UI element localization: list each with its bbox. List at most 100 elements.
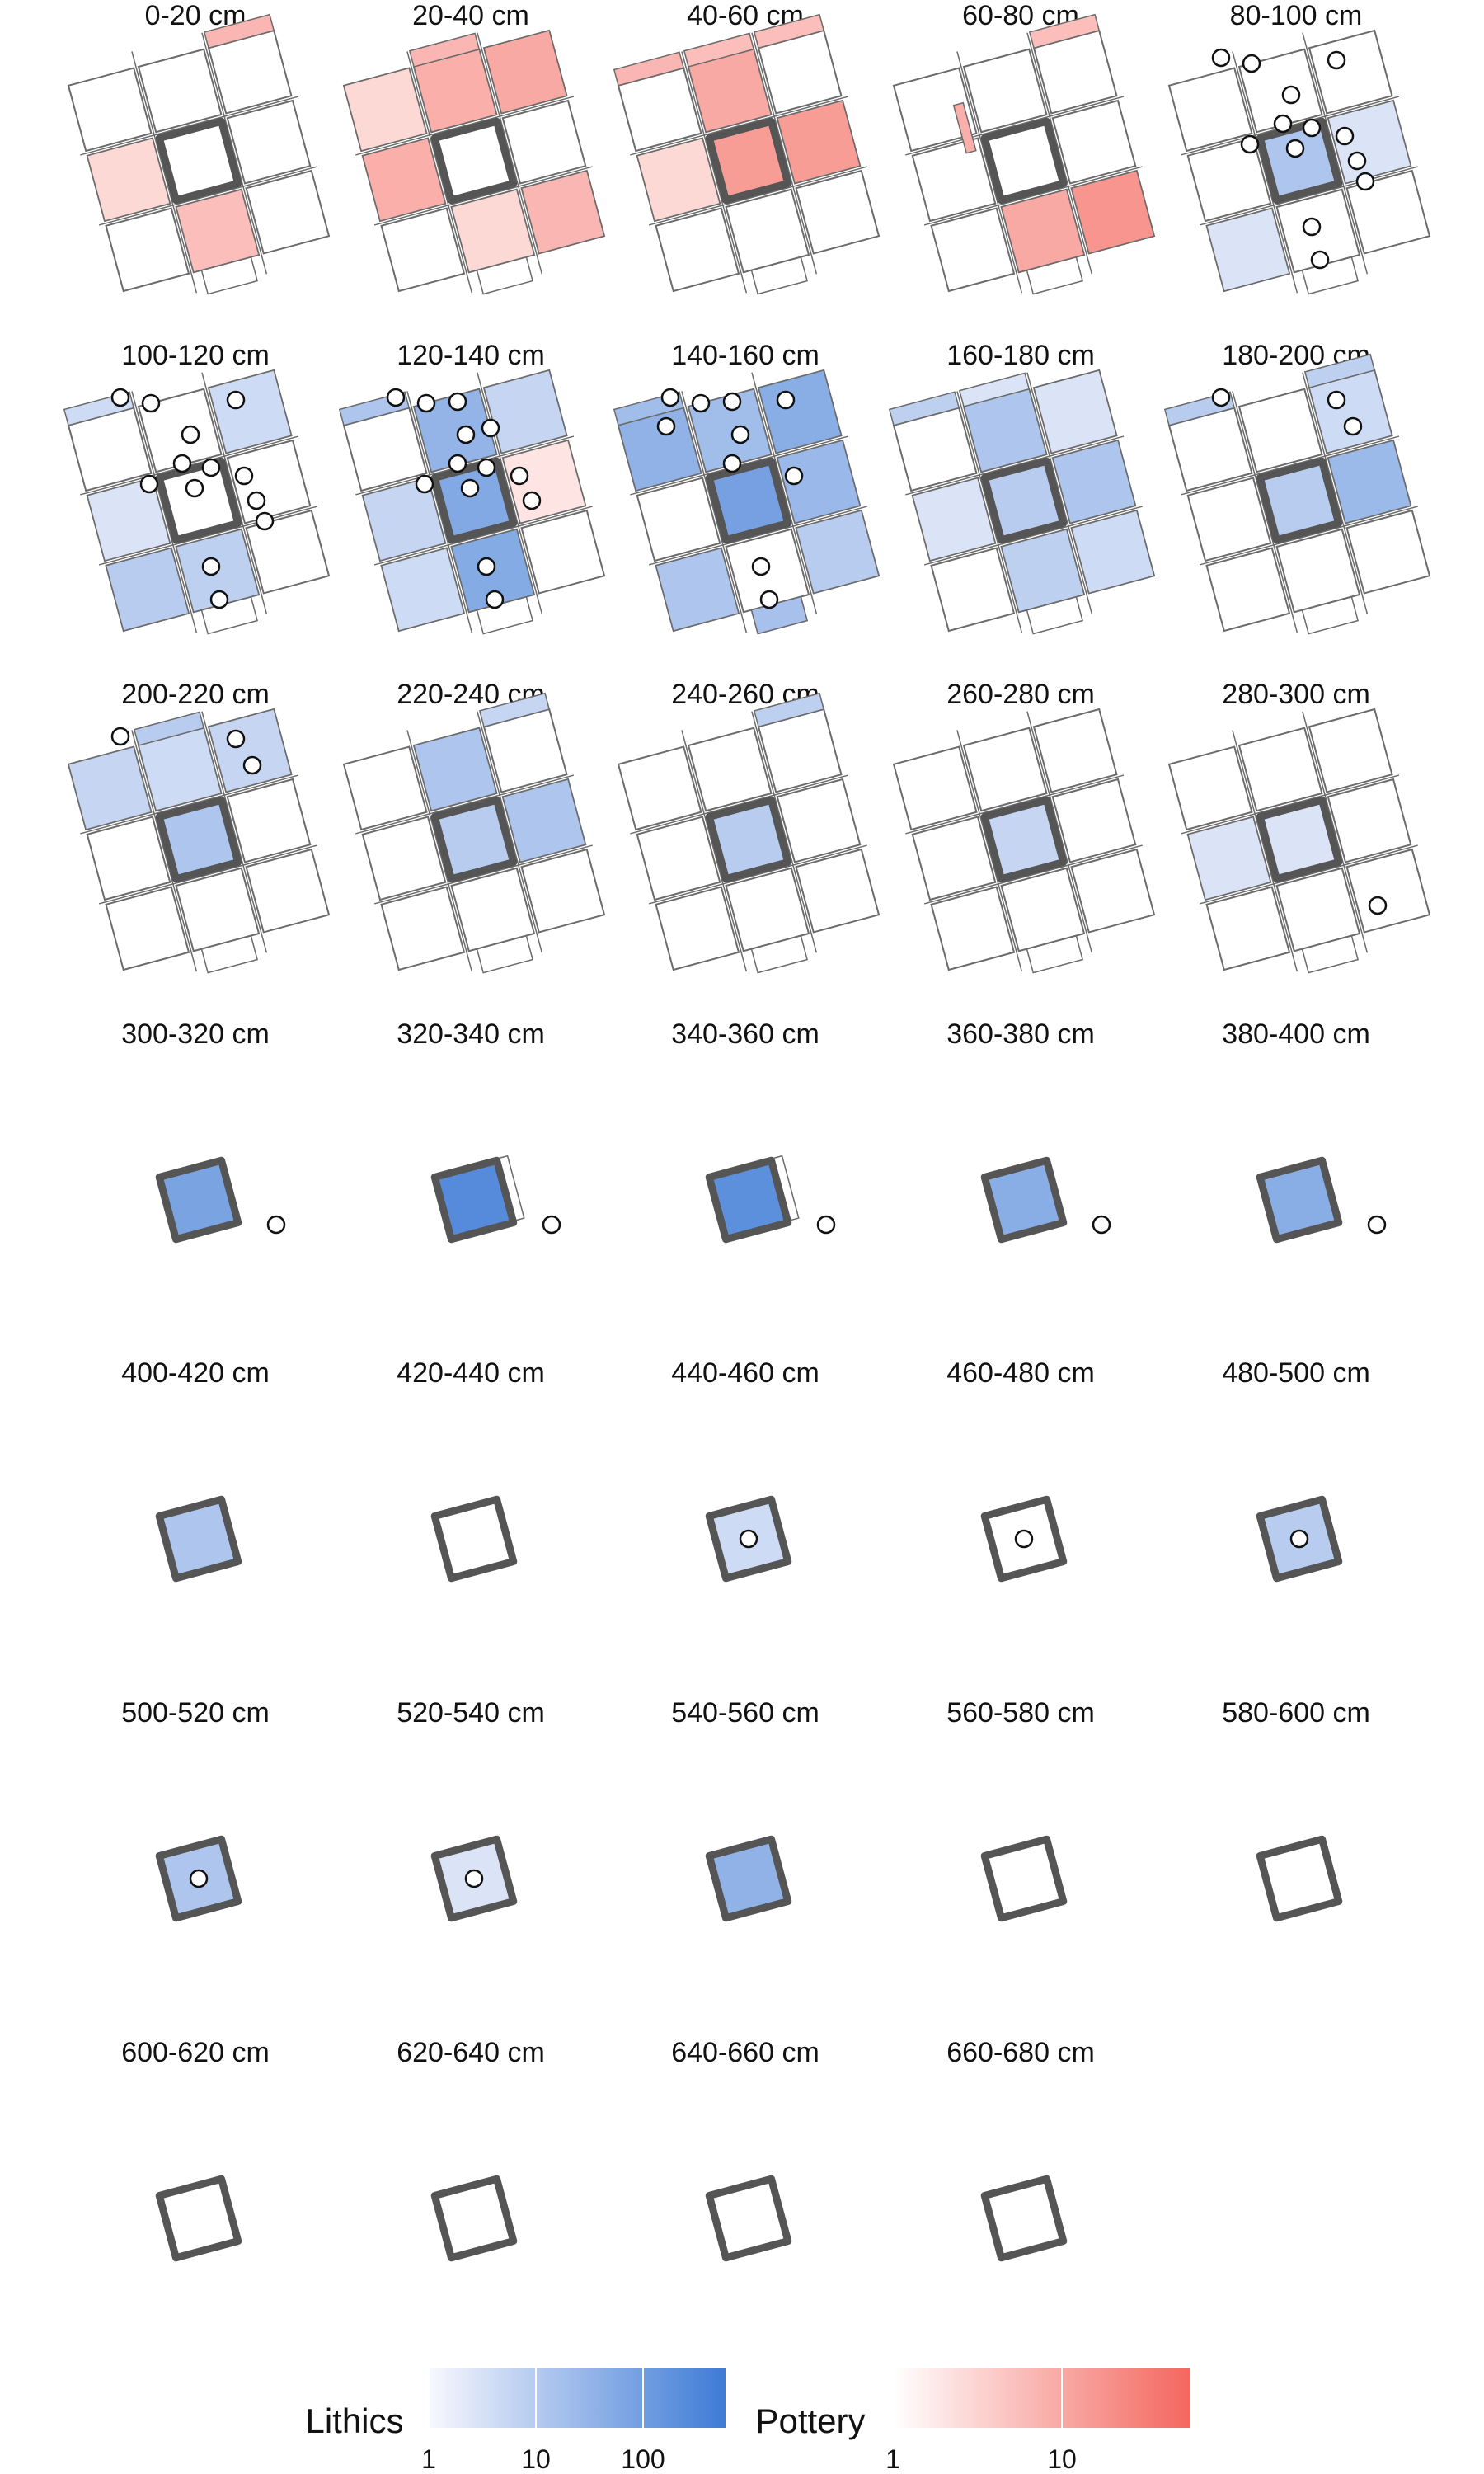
step-extension (750, 934, 809, 974)
count-cell (911, 477, 997, 562)
baulk-line (681, 391, 748, 633)
find-point (477, 557, 496, 576)
unit-map (67, 708, 331, 974)
find-point (1242, 54, 1261, 73)
count-cell (86, 137, 171, 222)
find-point (234, 466, 254, 486)
baulk-line (355, 96, 575, 156)
grid-cell (226, 778, 312, 863)
grid-cell (892, 745, 978, 831)
center-unit (980, 457, 1068, 544)
count-cell (753, 692, 825, 728)
baulk-line (905, 435, 1125, 496)
grid-cell (962, 48, 1048, 134)
panel-title: 120-140 cm (397, 340, 545, 371)
grid-cell (911, 137, 997, 223)
panel: 120-140 cm (338, 340, 606, 635)
find-point (226, 390, 246, 410)
pottery-color-bar (893, 2368, 1190, 2428)
baulk-line (1199, 506, 1418, 566)
panel: 640-660 cm (671, 2037, 819, 2262)
count-cell (618, 407, 702, 492)
grid-cell (795, 169, 881, 255)
panel: 0-20 cm (67, 0, 331, 295)
count-cell (888, 391, 960, 426)
panel-title: 540-560 cm (671, 1697, 819, 1729)
count-cell (1070, 170, 1155, 255)
unit-map (980, 1835, 1068, 1922)
panel-title: 560-580 cm (946, 1697, 1095, 1729)
count-cell (501, 778, 587, 863)
grid-cell (636, 477, 721, 562)
panel-title: 660-680 cm (946, 2037, 1095, 2068)
center-unit (430, 117, 518, 205)
find-point (448, 454, 467, 473)
find-point (172, 454, 192, 473)
grid-cell (361, 816, 447, 901)
count-cell (1308, 369, 1393, 454)
panel-title: 20-40 cm (412, 0, 529, 31)
count-cell (208, 369, 293, 454)
unit-map (888, 369, 1156, 635)
unit-map (1256, 1156, 1343, 1244)
panel-title: 420-440 cm (397, 1357, 545, 1389)
grid-cell (617, 745, 702, 831)
center-unit (705, 1835, 792, 1922)
baulk-line (98, 166, 317, 226)
unit-map (705, 1835, 792, 1922)
grid-cell (655, 207, 740, 293)
lithics-color-bar (429, 2368, 726, 2428)
unit-map (430, 1155, 525, 1244)
find-point (730, 425, 750, 444)
panel-title: 380-400 cm (1222, 1018, 1370, 1050)
grid-cell (725, 188, 810, 274)
count-cell (795, 510, 880, 595)
panel-title: 480-500 cm (1222, 1357, 1370, 1389)
panel: 60-80 cm (892, 0, 1156, 295)
grid-cell (342, 745, 428, 831)
find-point (110, 727, 130, 746)
panel-title: 160-180 cm (946, 340, 1095, 371)
grid-cell (1167, 67, 1253, 153)
panel: 540-560 cm (671, 1697, 819, 1922)
count-cell (68, 745, 153, 830)
panel-title: 500-520 cm (121, 1697, 270, 1729)
baulk-line (751, 32, 818, 275)
center-unit (430, 457, 518, 544)
grid-cell (175, 867, 261, 952)
baulk-line (1199, 166, 1418, 226)
count-cell (520, 170, 605, 255)
grid-cell (1205, 547, 1291, 633)
grid-cell (1275, 867, 1361, 952)
baulk-line (1199, 844, 1418, 905)
baulk-line (1026, 711, 1093, 953)
panel: 240-260 cm (617, 679, 881, 974)
grid-cell (67, 67, 153, 153)
find-point (139, 474, 159, 494)
unit-map (705, 2175, 792, 2262)
panel: 320-340 cm (397, 1018, 561, 1244)
center-unit (980, 1835, 1068, 1922)
panel-title: 300-320 cm (121, 1018, 270, 1050)
count-cell (483, 369, 568, 454)
unit-map (155, 1156, 242, 1244)
center-unit (430, 2175, 518, 2262)
find-point (110, 388, 130, 407)
unit-map (342, 29, 606, 295)
find-point (1335, 126, 1355, 146)
unit-map (342, 692, 606, 974)
unit-map (1256, 1835, 1343, 1922)
center-unit (705, 117, 792, 205)
unit-map (1167, 29, 1431, 295)
panel: 180-200 cm (1163, 340, 1431, 635)
baulk-line (1232, 391, 1298, 633)
find-point (739, 1529, 758, 1549)
count-cell (1205, 207, 1290, 292)
grid-cell (1032, 708, 1118, 793)
find-point (1014, 1529, 1034, 1549)
grid-cell (1167, 745, 1253, 831)
panel: 460-480 cm (946, 1357, 1095, 1583)
count-cell (1327, 440, 1412, 524)
find-point (266, 1215, 286, 1235)
